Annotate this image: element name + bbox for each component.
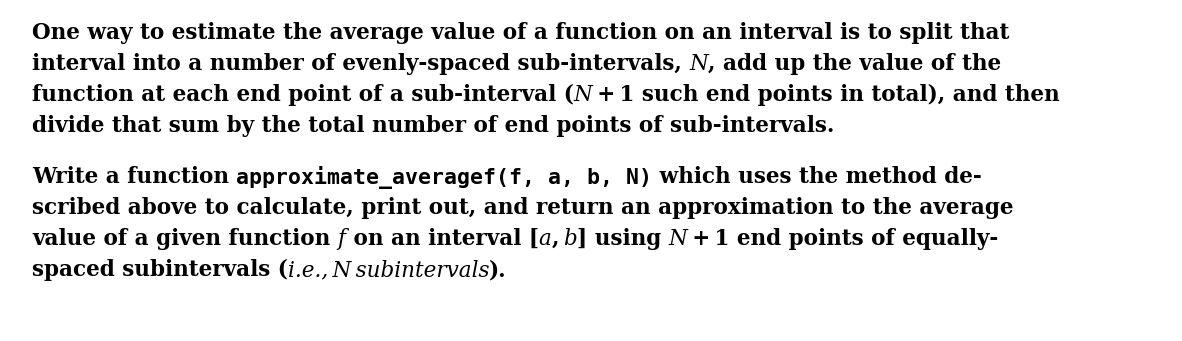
Text: divide that sum by the total number of end points of sub-intervals.: divide that sum by the total number of e… <box>32 115 834 137</box>
Text: function at each end point of a sub-interval (: function at each end point of a sub-inte… <box>32 84 574 106</box>
Text: a: a <box>539 228 552 250</box>
Text: Write a function: Write a function <box>32 166 236 188</box>
Text: ] using: ] using <box>577 228 669 250</box>
Text: N: N <box>574 84 592 106</box>
Text: value of a given function: value of a given function <box>32 228 338 250</box>
Text: N: N <box>669 228 688 250</box>
Text: + 1 such end points in total), and then: + 1 such end points in total), and then <box>592 84 1059 106</box>
Text: approximate_averagef(f, a, b, N): approximate_averagef(f, a, b, N) <box>236 166 652 189</box>
Text: i.e., N subintervals: i.e., N subintervals <box>288 259 489 281</box>
Text: One way to estimate the average value of a function on an interval is to split t: One way to estimate the average value of… <box>32 22 1009 44</box>
Text: N: N <box>689 53 708 75</box>
Text: ,: , <box>552 228 564 250</box>
Text: which uses the method de-: which uses the method de- <box>652 166 982 188</box>
Text: interval into a number of evenly-spaced sub-intervals,: interval into a number of evenly-spaced … <box>32 53 689 75</box>
Text: scribed above to calculate, print out, and return an approximation to the averag: scribed above to calculate, print out, a… <box>32 197 1013 219</box>
Text: spaced subintervals (: spaced subintervals ( <box>32 259 288 281</box>
Text: + 1 end points of equally-: + 1 end points of equally- <box>688 228 998 250</box>
Text: b: b <box>564 228 577 250</box>
Text: , add up the value of the: , add up the value of the <box>708 53 1001 75</box>
Text: on an interval [: on an interval [ <box>346 228 539 250</box>
Text: f: f <box>338 228 346 250</box>
Text: ).: ). <box>489 259 507 281</box>
